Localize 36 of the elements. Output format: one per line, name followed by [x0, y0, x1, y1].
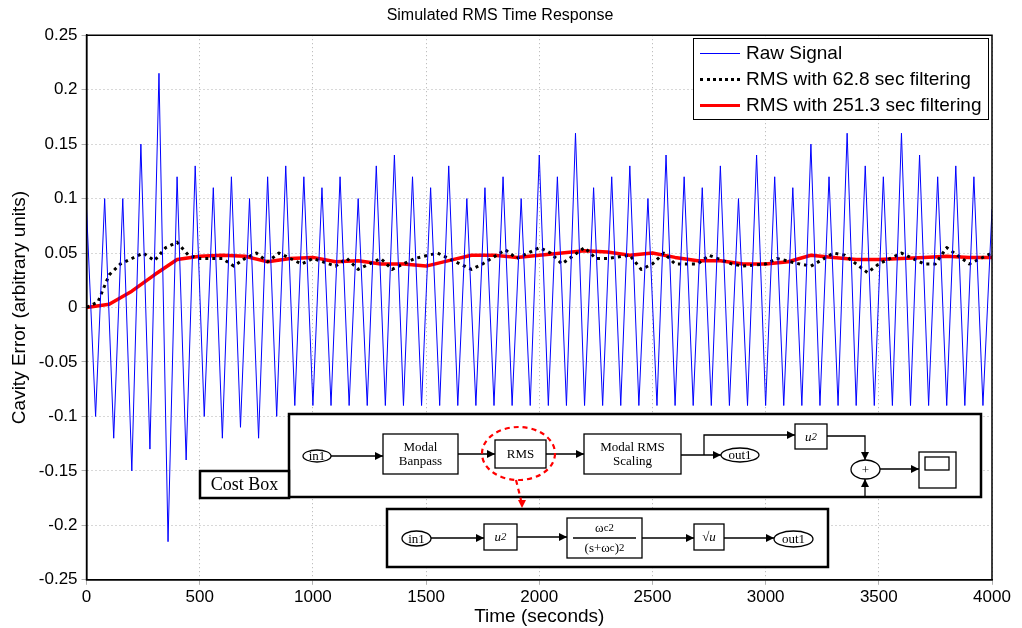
x-tick-label: 2000 [520, 586, 559, 606]
y-tick-label: 0.15 [44, 133, 78, 153]
y-tick-label: -0.2 [48, 515, 78, 535]
annotation: + [851, 460, 880, 479]
x-tick-label: 1500 [407, 586, 446, 606]
legend-label: RMS with 251.3 sec filtering [746, 94, 982, 117]
y-tick-label: -0.05 [38, 351, 78, 371]
y-tick-label: 0.1 [53, 188, 78, 208]
legend-label: RMS with 62.8 sec filtering [746, 68, 971, 91]
x-axis-title: Time (seconds) [474, 604, 605, 626]
annotation: RMS [495, 440, 546, 468]
y-tick-label: -0.15 [38, 460, 78, 480]
y-axis-title: Cavity Error (arbitrary units) [7, 190, 29, 425]
x-tick-label: 2500 [633, 586, 672, 606]
annotation: out1 [721, 447, 759, 463]
chart-title: Simulated RMS Time Response [386, 6, 614, 24]
y-tick-label: -0.1 [48, 406, 78, 426]
legend-label: Raw Signal [746, 42, 843, 65]
y-tick-label: -0.25 [38, 569, 78, 589]
annotation: in1 [303, 448, 331, 464]
x-tick-label: 3000 [746, 586, 785, 606]
annotation: √u [694, 524, 724, 550]
y-tick-label: 0 [68, 297, 78, 317]
x-tick-label: 1000 [294, 586, 332, 606]
x-tick-label: 0 [81, 586, 92, 606]
annotation: Modal Banpass [383, 434, 458, 474]
annotation: in1 [402, 530, 431, 546]
annotation: Modal RMS Scaling [584, 434, 681, 474]
annotation: out1 [774, 531, 813, 547]
annotation: Cost Box [200, 471, 289, 498]
y-tick-label: 0.2 [53, 79, 78, 99]
y-tick-label: 0.05 [44, 242, 78, 262]
x-tick-label: 3500 [859, 586, 898, 606]
x-tick-label: 500 [185, 586, 214, 606]
x-tick-label: 4000 [973, 586, 1011, 606]
y-tick-label: 0.25 [44, 24, 78, 44]
